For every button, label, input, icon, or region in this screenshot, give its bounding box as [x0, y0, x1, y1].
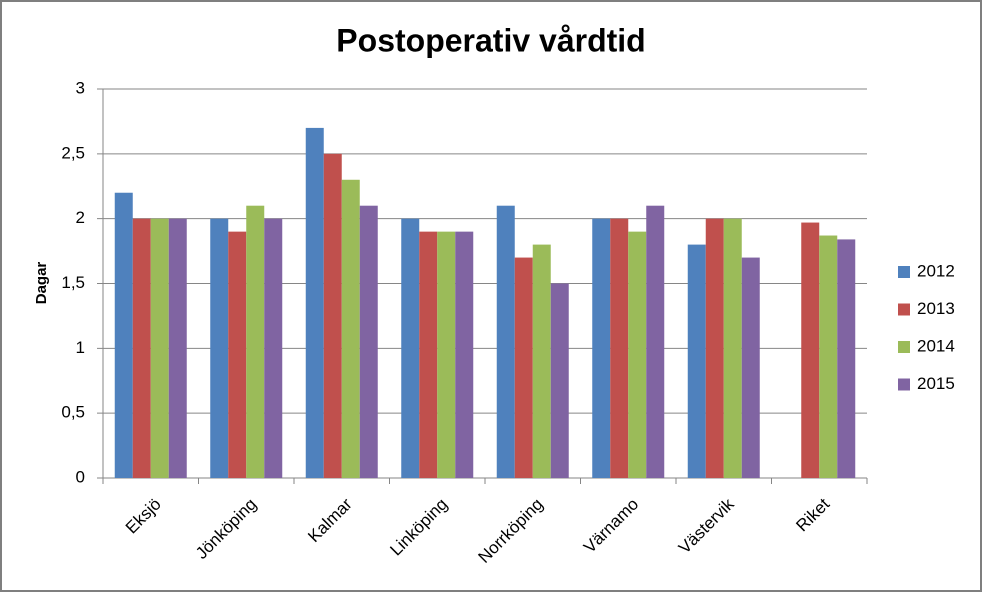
bar — [323, 153, 342, 479]
bar — [114, 192, 133, 478]
legend-swatch — [898, 266, 910, 278]
bar — [210, 218, 229, 478]
bar — [819, 235, 838, 478]
legend-swatch — [898, 378, 910, 391]
bar — [532, 244, 551, 478]
bar — [646, 205, 665, 478]
bar — [437, 231, 456, 478]
y-tick-label: 2 — [76, 208, 85, 227]
legend-label: 2012 — [917, 261, 955, 280]
bar — [401, 218, 420, 478]
bar — [801, 222, 820, 478]
y-tick-label: 0 — [76, 467, 85, 486]
y-tick-label: 2,5 — [61, 143, 85, 162]
y-tick-label: 1 — [76, 338, 85, 357]
bar — [723, 218, 742, 478]
bar — [592, 218, 611, 478]
legend-label: 2013 — [917, 299, 955, 318]
bar — [837, 239, 856, 478]
bar — [228, 231, 247, 478]
legend-label: 2014 — [917, 336, 955, 355]
bar — [150, 218, 169, 478]
bar — [246, 205, 265, 478]
bar — [305, 127, 324, 479]
bar — [496, 205, 515, 478]
bar — [419, 231, 438, 478]
bar — [168, 218, 187, 478]
y-tick-label: 1,5 — [61, 273, 85, 292]
bar — [705, 218, 724, 478]
y-tick-label: 3 — [76, 78, 85, 97]
legend-label: 2015 — [917, 374, 955, 393]
bar — [264, 218, 283, 478]
bar — [455, 231, 474, 478]
bar — [514, 257, 533, 478]
bar — [687, 244, 706, 478]
legend-swatch — [898, 303, 910, 316]
bar — [132, 218, 151, 478]
bar — [359, 205, 378, 478]
bar — [741, 257, 760, 478]
bar — [628, 231, 647, 478]
y-axis-label: Dagar — [33, 262, 50, 305]
bar — [341, 179, 360, 478]
legend-swatch — [898, 341, 910, 353]
bar — [610, 218, 629, 478]
chart-title: Postoperativ vårdtid — [336, 22, 645, 58]
y-tick-label: 0,5 — [61, 403, 85, 422]
bar — [550, 283, 569, 478]
